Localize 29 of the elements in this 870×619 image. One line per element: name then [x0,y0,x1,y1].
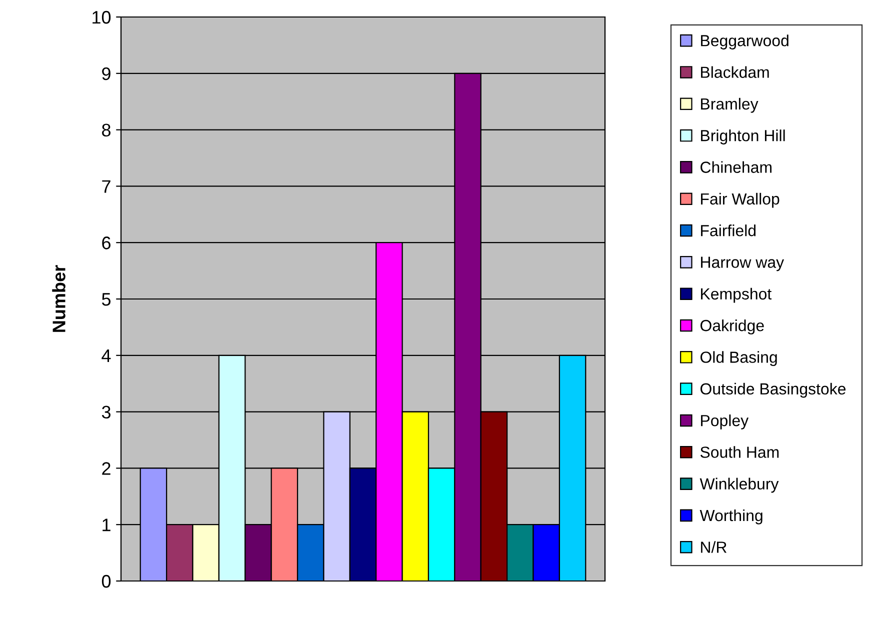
legend-label: Oakridge [700,320,764,334]
y-tick-label: 3 [102,406,110,419]
legend-label: Fairfield [701,224,756,236]
legend-label: Outside Basingstoke [700,382,846,398]
y-tick-label: 5 [102,293,111,306]
legend-label: Popley [701,414,749,430]
y-tick-label: 9 [102,67,110,80]
y-tick-label: 1 [102,518,110,532]
y-tick-label: 0 [102,574,111,588]
legend-label: Harrow way [701,256,784,272]
y-tick-label: 2 [102,462,110,475]
y-tick-label: 10 [92,10,111,24]
y-axis-title: Number [52,265,66,332]
legend-label: Worthing [700,509,762,524]
legend-label: South Ham [700,446,779,458]
y-tick-label: 7 [102,180,110,193]
legend-label: Blackdam [701,66,769,78]
legend-label: Kempshot [701,288,772,303]
y-tick-label: 6 [102,236,110,250]
legend-label: Brighton Hill [701,130,785,144]
legend-label: Old Basing [700,351,777,366]
legend-label: Chineham [700,161,772,173]
legend-label: N/R [701,541,726,553]
y-tick-label: 8 [102,124,110,137]
legend-label: Winklebury [700,478,779,493]
legend-label: Beggarwood [701,34,788,50]
legend-label: Bramley [701,98,758,113]
legend-label: Fair Wallop [701,192,780,208]
y-tick-label: 4 [102,350,111,362]
